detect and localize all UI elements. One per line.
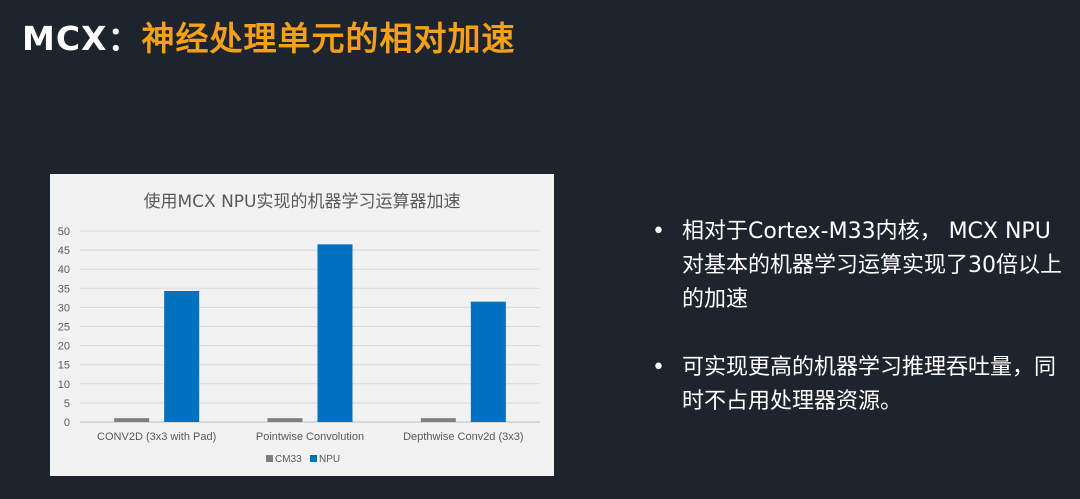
bar-cm33: [114, 418, 150, 422]
title-main: 神经处理单元的相对加速: [141, 19, 516, 58]
bullet-text: 相对于Cortex-M33内核， MCX NPU对基本的机器学习运算实现了30倍…: [682, 219, 1062, 312]
chart-title: 使用MCX NPU实现的机器学习运算器加速: [144, 191, 461, 212]
bullet-dot-icon: •: [652, 219, 665, 244]
bar-cm33: [267, 418, 303, 422]
bullet-dot-icon: •: [652, 355, 665, 380]
title-colon: ：: [107, 19, 142, 58]
y-tick-label: 5: [64, 398, 70, 410]
y-tick-label: 10: [58, 379, 70, 391]
x-tick-label: Depthwise Conv2d (3x3): [403, 431, 523, 443]
y-tick-label: 45: [58, 245, 70, 257]
bar-chart: 使用MCX NPU实现的机器学习运算器加速 0 5 10 15 20 25 30 35 40 45 5…: [58, 191, 540, 465]
chart-panel: 使用MCX NPU实现的机器学习运算器加速 0 5 10 15 20 25 30 35 40 45 5…: [50, 174, 554, 476]
bar-npu: [164, 290, 200, 422]
bullet-item: • 相对于Cortex-M33内核， MCX NPU对基本的机器学习运算实现了3…: [652, 215, 1062, 317]
bullet-text: 可实现更高的机器学习推理吞吐量，同时不占用处理器资源。: [682, 355, 1057, 414]
legend-swatch: [266, 455, 273, 462]
title-prefix: MCX: [22, 19, 108, 58]
y-tick-label: 25: [58, 322, 70, 334]
bullet-item: • 可实现更高的机器学习推理吞吐量，同时不占用处理器资源。: [652, 351, 1062, 419]
x-tick-label: Pointwise Convolution: [256, 431, 364, 443]
y-tick-label: 50: [58, 226, 70, 238]
y-tick-label: 40: [58, 264, 70, 276]
legend-label: NPU: [319, 454, 340, 465]
x-tick-label: CONV2D (3x3 with Pad): [97, 431, 216, 443]
legend-label: CM33: [275, 454, 302, 465]
y-tick-label: 0: [64, 417, 70, 429]
bar-npu: [470, 301, 506, 422]
bullet-list: • 相对于Cortex-M33内核， MCX NPU对基本的机器学习运算实现了3…: [652, 215, 1062, 453]
y-tick-label: 30: [58, 302, 70, 314]
bar-cm33: [420, 418, 456, 422]
y-tick-label: 20: [58, 341, 70, 353]
legend-swatch: [310, 455, 317, 462]
page-title: MCX：神经处理单元的相对加速: [22, 12, 516, 60]
y-tick-label: 15: [58, 360, 70, 372]
y-tick-label: 35: [58, 283, 70, 295]
bar-npu: [317, 244, 353, 422]
